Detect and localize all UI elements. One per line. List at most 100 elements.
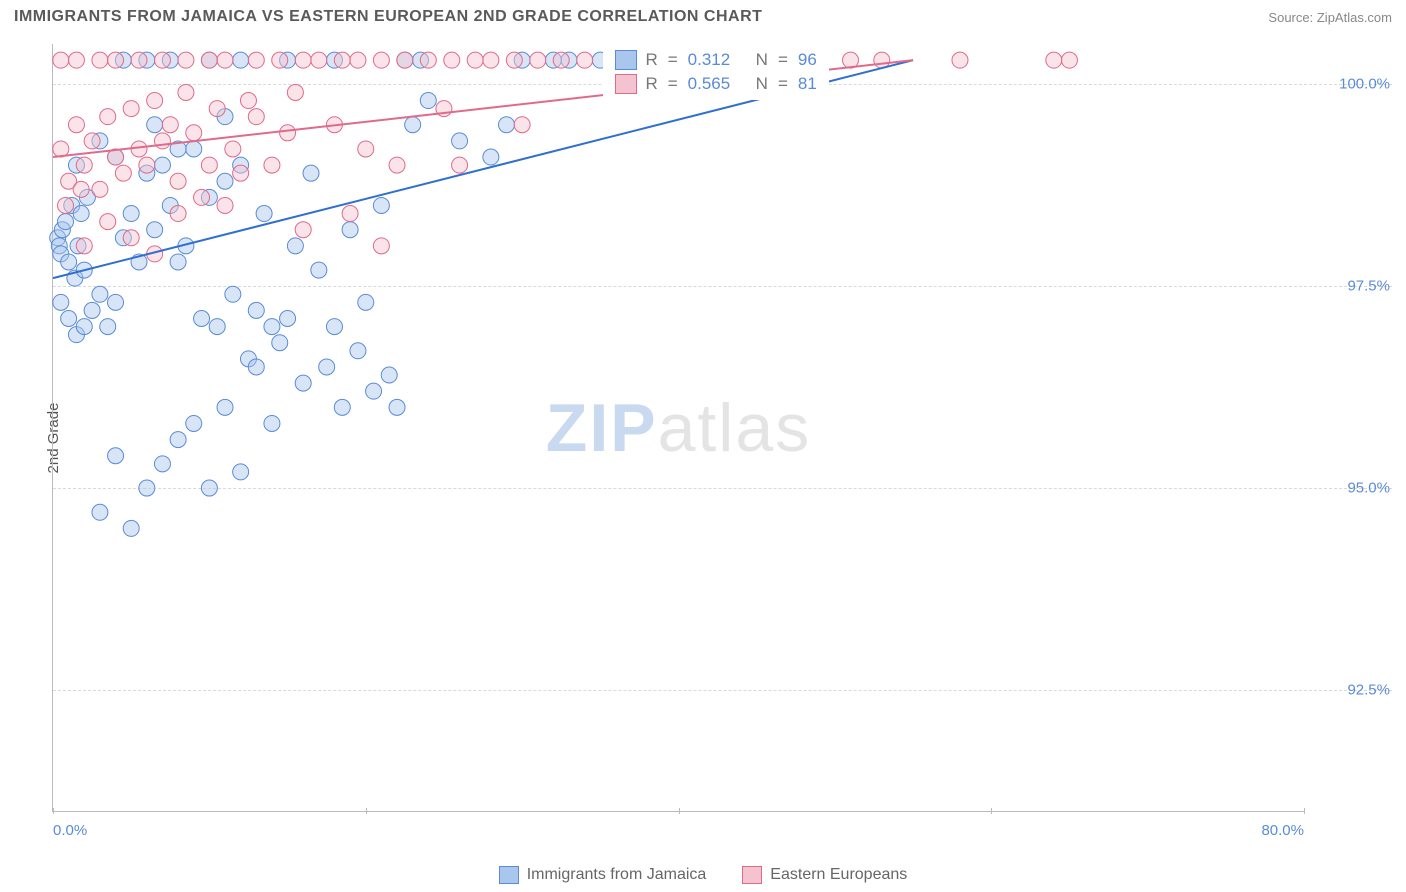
scatter-point: [334, 399, 350, 415]
eq-sign: =: [778, 50, 788, 70]
scatter-point: [326, 319, 342, 335]
scatter-point: [217, 173, 233, 189]
scatter-point: [225, 141, 241, 157]
scatter-point: [373, 238, 389, 254]
scatter-point: [76, 157, 92, 173]
scatter-point: [467, 52, 483, 68]
scatter-point: [319, 359, 335, 375]
scatter-point: [248, 52, 264, 68]
scatter-point: [295, 52, 311, 68]
scatter-point: [272, 52, 288, 68]
scatter-point: [61, 254, 77, 270]
scatter-point: [264, 415, 280, 431]
scatter-point: [68, 117, 84, 133]
scatter-point: [233, 165, 249, 181]
source-label: Source:: [1268, 10, 1313, 25]
legend-swatch-2: [615, 74, 637, 94]
scatter-point: [264, 319, 280, 335]
eq-sign: =: [668, 50, 678, 70]
scatter-point: [209, 319, 225, 335]
scatter-point: [170, 254, 186, 270]
scatter-point: [280, 311, 296, 327]
scatter-point: [952, 52, 968, 68]
scatter-point: [530, 52, 546, 68]
scatter-point: [311, 262, 327, 278]
scatter-point: [68, 52, 84, 68]
scatter-point: [147, 93, 163, 109]
scatter-point: [154, 52, 170, 68]
r-value-2: 0.565: [688, 74, 731, 94]
scatter-point: [483, 149, 499, 165]
scatter-point: [444, 52, 460, 68]
source-link[interactable]: ZipAtlas.com: [1317, 10, 1392, 25]
scatter-point: [217, 52, 233, 68]
scatter-point: [264, 157, 280, 173]
scatter-point: [170, 206, 186, 222]
scatter-point: [194, 189, 210, 205]
scatter-point: [108, 448, 124, 464]
scatter-point: [233, 464, 249, 480]
scatter-point: [452, 157, 468, 173]
legend-label-1: Immigrants from Jamaica: [527, 866, 707, 884]
legend-item-1: Immigrants from Jamaica: [499, 866, 707, 884]
scatter-point: [334, 52, 350, 68]
scatter-point: [303, 165, 319, 181]
scatter-point: [58, 197, 74, 213]
scatter-point: [147, 117, 163, 133]
scatter-point: [170, 173, 186, 189]
legend-swatch-1: [615, 50, 637, 70]
scatter-point: [420, 93, 436, 109]
scatter-point: [76, 238, 92, 254]
scatter-point: [92, 286, 108, 302]
scatter-point: [170, 432, 186, 448]
scatter-point: [420, 52, 436, 68]
scatter-point: [108, 294, 124, 310]
scatter-point: [506, 52, 522, 68]
scatter-point: [553, 52, 569, 68]
scatter-point: [123, 230, 139, 246]
n-label: N: [756, 50, 768, 70]
scatter-point: [92, 504, 108, 520]
scatter-point: [123, 206, 139, 222]
scatter-point: [217, 197, 233, 213]
scatter-point: [217, 399, 233, 415]
x-tick-label: 80.0%: [1261, 822, 1304, 839]
scatter-point: [73, 206, 89, 222]
n-label: N: [756, 74, 768, 94]
scatter-point: [131, 52, 147, 68]
scatter-point: [84, 302, 100, 318]
scatter-point: [154, 133, 170, 149]
n-value-2: 81: [798, 74, 817, 94]
y-tick-label: 100.0%: [1310, 76, 1390, 93]
scatter-point: [201, 52, 217, 68]
scatter-point: [84, 133, 100, 149]
scatter-point: [256, 206, 272, 222]
scatter-point: [73, 181, 89, 197]
legend-swatch-icon: [499, 866, 519, 884]
eq-sign: =: [778, 74, 788, 94]
scatter-point: [373, 197, 389, 213]
scatter-point: [1061, 52, 1077, 68]
scatter-point: [342, 206, 358, 222]
scatter-point: [350, 343, 366, 359]
scatter-point: [100, 319, 116, 335]
scatter-point: [381, 367, 397, 383]
scatter-svg: [53, 44, 1304, 811]
chart-area: 2nd Grade ZIPatlas R = 0.312 N = 96 R = …: [52, 44, 1392, 832]
r-value-1: 0.312: [688, 50, 731, 70]
scatter-point: [108, 52, 124, 68]
scatter-point: [240, 93, 256, 109]
scatter-point: [295, 222, 311, 238]
scatter-point: [452, 133, 468, 149]
scatter-point: [295, 375, 311, 391]
scatter-point: [358, 294, 374, 310]
scatter-point: [61, 311, 77, 327]
scatter-point: [248, 359, 264, 375]
scatter-point: [342, 222, 358, 238]
scatter-point: [577, 52, 593, 68]
scatter-point: [201, 480, 217, 496]
scatter-point: [280, 125, 296, 141]
eq-sign: =: [668, 74, 678, 94]
y-tick-label: 95.0%: [1310, 480, 1390, 497]
scatter-point: [350, 52, 366, 68]
